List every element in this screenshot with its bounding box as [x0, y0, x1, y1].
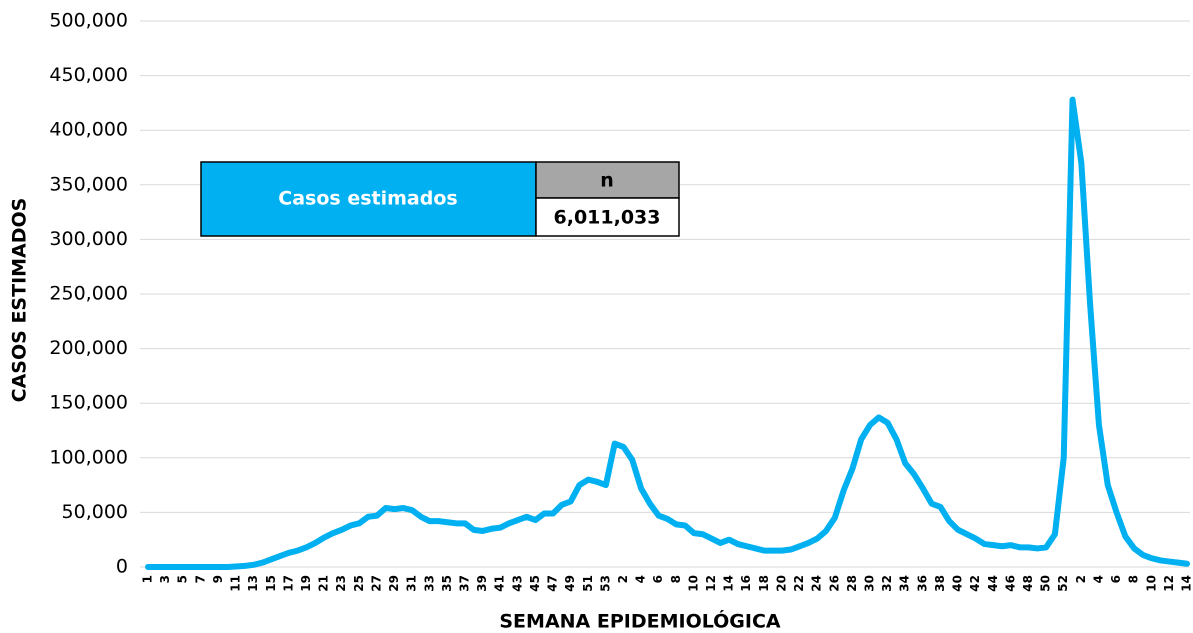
y-tick-label: 200,000: [49, 337, 128, 359]
x-tick-label: 52: [1056, 575, 1070, 592]
x-tick-label: 11: [229, 575, 243, 592]
table-value-cell: [535, 197, 680, 237]
x-tick-label: 13: [246, 575, 260, 592]
x-tick-label: 4: [634, 575, 648, 583]
x-tick-label: 14: [722, 575, 736, 592]
x-tick-label: 25: [352, 575, 366, 592]
y-tick-label: 450,000: [49, 64, 128, 86]
x-tick-label: 34: [898, 575, 912, 592]
x-tick-label: 7: [193, 575, 207, 583]
table-header-cell: [535, 161, 680, 199]
x-tick-label: 27: [369, 575, 383, 592]
table-label-cell: [200, 161, 537, 237]
x-tick-label: 41: [493, 575, 507, 592]
x-tick-label: 20: [774, 575, 788, 592]
y-tick-label: 250,000: [49, 283, 128, 305]
x-tick-label: 51: [581, 575, 595, 592]
summary-table: Casos estimados n 6,011,033: [200, 161, 680, 237]
x-tick-label: 47: [546, 575, 560, 592]
x-tick-label: 16: [739, 575, 753, 592]
x-tick-label: 9: [211, 575, 225, 583]
x-tick-label: 38: [933, 575, 947, 592]
x-tick-label: 36: [915, 575, 929, 592]
y-tick-label: 0: [116, 556, 128, 578]
x-tick-label: 40: [951, 575, 965, 592]
x-tick-label: 44: [986, 575, 1000, 592]
x-tick-label: 50: [1039, 575, 1053, 592]
x-tick-label: 19: [299, 575, 313, 592]
x-tick-label: 22: [792, 575, 806, 592]
y-tick-label: 50,000: [62, 501, 128, 523]
x-tick-label: 32: [880, 575, 894, 592]
x-tick-label: 28: [845, 575, 859, 592]
x-tick-label: 24: [810, 575, 824, 592]
y-tick-label: 400,000: [49, 119, 128, 141]
y-tick-label: 150,000: [49, 392, 128, 414]
x-tick-label: 15: [264, 575, 278, 592]
data-line: [145, 96, 1190, 570]
x-tick-label: 18: [757, 575, 771, 592]
x-tick-label: 10: [686, 575, 700, 592]
x-tick-label: 23: [334, 575, 348, 592]
x-tick-label: 3: [158, 575, 172, 583]
y-tick-label: 300,000: [49, 228, 128, 250]
x-tick-label: 31: [405, 575, 419, 592]
x-tick-label: 53: [598, 575, 612, 592]
x-tick-label: 48: [1021, 575, 1035, 592]
x-tick-label: 2: [1074, 575, 1088, 583]
x-tick-label: 43: [510, 575, 524, 592]
x-tick-label: 10: [1144, 575, 1158, 592]
x-tick-label: 8: [669, 575, 683, 583]
x-tick-label: 6: [1109, 575, 1123, 583]
x-tick-label: 21: [317, 575, 331, 592]
x-tick-label: 1: [141, 575, 155, 583]
y-tick-label: 500,000: [49, 10, 128, 32]
x-tick-label: 42: [968, 575, 982, 592]
y-tick-label: 350,000: [49, 173, 128, 195]
x-axis-title: SEMANA EPIDEMIOLÓGICA: [499, 609, 781, 633]
grid: [140, 20, 1190, 568]
y-axis-title: CASOS ESTIMADOS: [9, 198, 31, 403]
x-tick-label: 30: [863, 575, 877, 592]
x-tick-label: 26: [827, 575, 841, 592]
x-tick-label: 49: [563, 575, 577, 592]
x-tick-label: 46: [1003, 575, 1017, 592]
x-tick-label: 12: [1162, 575, 1176, 592]
x-tick-label: 17: [281, 575, 295, 592]
y-tick-label: 100,000: [49, 446, 128, 468]
x-tick-label: 8: [1127, 575, 1141, 583]
x-tick-label: 39: [475, 575, 489, 592]
x-tick-label: 4: [1091, 575, 1105, 583]
x-tick-label: 45: [528, 575, 542, 592]
x-tick-label: 29: [387, 575, 401, 592]
table-label: Casos estimados: [278, 188, 457, 210]
x-tick-label: 12: [704, 575, 718, 592]
table-header: n: [600, 170, 614, 192]
x-tick-label: 6: [651, 575, 665, 583]
x-tick-label: 14: [1180, 575, 1193, 592]
x-tick-label: 5: [176, 575, 190, 583]
x-tick-label: 35: [440, 575, 454, 592]
x-tick-label: 33: [422, 575, 436, 592]
table-value: 6,011,033: [554, 207, 661, 229]
x-tick-label: 37: [457, 575, 471, 592]
x-tick-label: 2: [616, 575, 630, 583]
